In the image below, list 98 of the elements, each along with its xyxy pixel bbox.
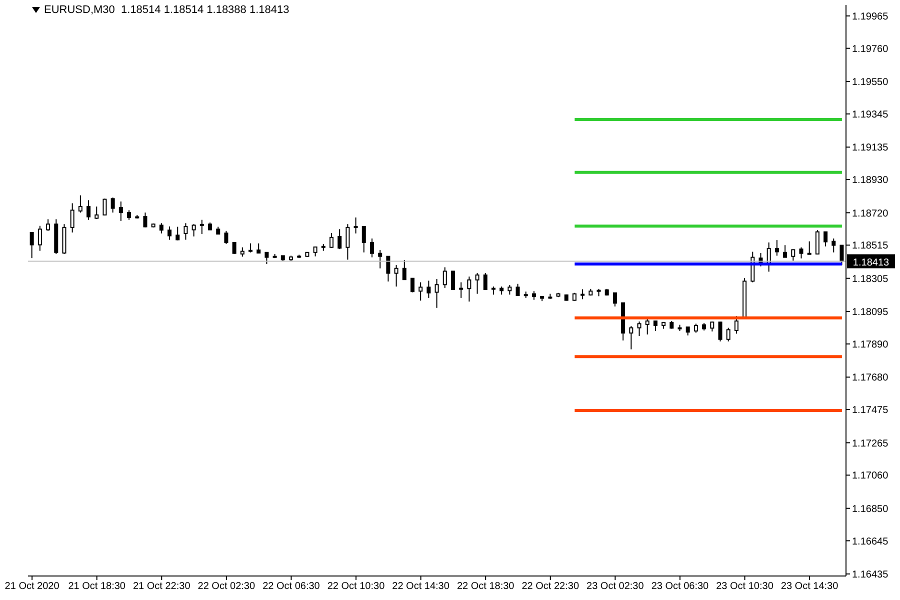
y-tick-label: 1.16850 bbox=[852, 504, 889, 515]
candlestick bbox=[694, 323, 698, 334]
candlestick bbox=[418, 282, 423, 302]
candlestick bbox=[467, 276, 472, 302]
x-tick-label: 22 Oct 02:30 bbox=[198, 581, 256, 592]
candlestick bbox=[102, 198, 107, 216]
candlestick bbox=[110, 197, 115, 214]
candlestick bbox=[508, 284, 512, 296]
candlestick bbox=[580, 288, 585, 300]
candlestick bbox=[264, 252, 269, 264]
candlestick bbox=[402, 259, 406, 280]
candlestick bbox=[815, 230, 820, 255]
candlestick bbox=[159, 222, 164, 234]
candlestick bbox=[799, 246, 804, 259]
candlestick bbox=[70, 202, 74, 233]
candlestick bbox=[127, 210, 132, 220]
y-tick-label: 1.19760 bbox=[852, 44, 889, 55]
x-tick-label: 23 Oct 14:30 bbox=[780, 581, 839, 592]
y-tick-label: 1.17060 bbox=[852, 470, 889, 482]
candlestick bbox=[224, 230, 228, 245]
candlestick bbox=[240, 246, 244, 258]
candlestick bbox=[483, 272, 488, 290]
candlestick bbox=[645, 318, 650, 335]
candlestick bbox=[612, 292, 617, 307]
candlestick bbox=[313, 246, 318, 257]
candlestick bbox=[256, 242, 261, 254]
candlestick bbox=[783, 244, 788, 258]
candlestick bbox=[459, 282, 464, 298]
candlestick bbox=[30, 232, 34, 259]
x-tick-label: 22 Oct 14:30 bbox=[392, 581, 450, 592]
candlestick bbox=[718, 321, 722, 342]
y-tick-label: 1.16645 bbox=[852, 536, 889, 548]
candlestick bbox=[386, 256, 390, 282]
candlestick bbox=[176, 226, 180, 241]
candlestick bbox=[807, 240, 812, 255]
candlestick bbox=[168, 226, 172, 240]
y-tick-label: 1.19550 bbox=[852, 77, 889, 88]
candlestick bbox=[362, 226, 366, 253]
candlestick bbox=[791, 248, 796, 262]
candlestick bbox=[629, 326, 634, 350]
y-tick-label: 1.17680 bbox=[852, 372, 889, 384]
x-tick-label: 23 Oct 06:30 bbox=[651, 581, 710, 592]
y-tick-label: 1.19345 bbox=[852, 109, 889, 120]
candlestick bbox=[94, 206, 99, 220]
x-tick-label: 22 Oct 06:30 bbox=[262, 581, 320, 592]
x-tick-label: 21 Oct 18:30 bbox=[68, 581, 126, 592]
y-tick-label: 1.17475 bbox=[852, 405, 889, 416]
y-tick-label: 1.19135 bbox=[852, 142, 889, 154]
ref-line-label: 1.18413 bbox=[852, 257, 890, 268]
candlestick bbox=[637, 320, 642, 337]
candlestick bbox=[370, 238, 374, 258]
y-tick-label: 1.17265 bbox=[852, 438, 889, 450]
candlestick bbox=[86, 200, 91, 220]
candlestick bbox=[232, 242, 236, 254]
y-tick-label: 1.18305 bbox=[852, 274, 889, 285]
x-tick-label: 22 Oct 10:30 bbox=[327, 581, 386, 592]
candlestick bbox=[378, 250, 382, 269]
candlestick bbox=[354, 216, 358, 234]
x-tick-label: 23 Oct 10:30 bbox=[716, 581, 774, 592]
candlestick bbox=[726, 327, 730, 342]
y-tick-label: 1.18930 bbox=[852, 175, 889, 186]
candlestick bbox=[338, 228, 342, 250]
candlestick bbox=[248, 242, 253, 253]
y-tick-label: 1.18720 bbox=[852, 208, 889, 220]
candlestick bbox=[346, 224, 350, 260]
candlestick bbox=[46, 218, 50, 232]
candlestick bbox=[410, 278, 414, 293]
candlestick bbox=[434, 278, 439, 308]
candlestick bbox=[184, 222, 188, 240]
candlestick bbox=[118, 201, 123, 222]
candlestick bbox=[78, 194, 82, 214]
y-tick-label: 1.16435 bbox=[852, 569, 889, 580]
x-tick-label: 21 Oct 22:30 bbox=[133, 581, 191, 592]
candlestick bbox=[442, 266, 447, 288]
candlestick bbox=[516, 283, 520, 296]
candlestick bbox=[426, 280, 431, 298]
x-tick-label: 23 Oct 02:30 bbox=[586, 581, 644, 592]
candlestick bbox=[38, 225, 42, 252]
candlestick bbox=[394, 264, 398, 288]
candlestick bbox=[653, 320, 658, 332]
chart-title: EURUSD,M30 1.18514 1.18514 1.18388 1.18413 bbox=[44, 4, 290, 16]
candlestick bbox=[143, 212, 148, 228]
x-tick-label: 22 Oct 18:30 bbox=[456, 581, 515, 592]
y-tick-label: 1.18515 bbox=[852, 240, 889, 252]
candlestick bbox=[450, 270, 455, 290]
candlestick bbox=[200, 219, 204, 235]
y-tick-label: 1.17890 bbox=[852, 339, 889, 350]
x-tick-label: 21 Oct 2020 bbox=[4, 581, 60, 592]
y-tick-label: 1.18095 bbox=[852, 307, 889, 318]
y-tick-label: 1.19965 bbox=[852, 11, 889, 22]
candlestick bbox=[475, 272, 480, 294]
candlestick bbox=[774, 240, 779, 256]
x-tick-label: 22 Oct 22:30 bbox=[522, 581, 580, 592]
candlestick bbox=[824, 231, 828, 247]
candlestick bbox=[192, 224, 196, 237]
candlestick bbox=[734, 316, 738, 334]
candlestick bbox=[330, 232, 334, 248]
candlestick bbox=[832, 238, 836, 253]
